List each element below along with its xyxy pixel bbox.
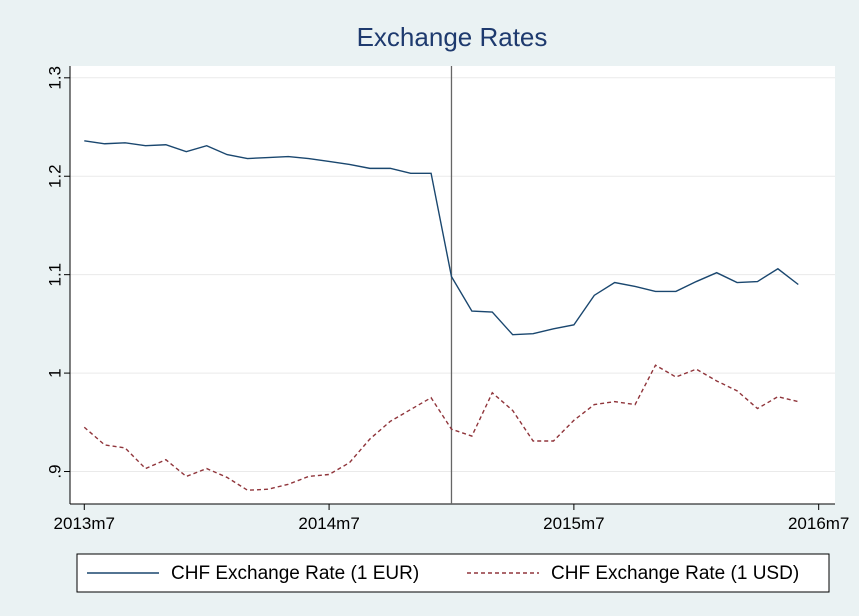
y-tick-label: 1.2 [45, 164, 64, 188]
x-tick-label: 2016m7 [788, 514, 849, 533]
data-line [83, 364, 799, 491]
legend [76, 553, 830, 593]
x-tick-label: 2015m7 [543, 514, 604, 533]
y-tick-label: 1.3 [45, 66, 64, 90]
chart-title: Exchange Rates [357, 22, 548, 52]
y-tick-label: .9 [45, 464, 64, 478]
x-tick-label: 2014m7 [298, 514, 359, 533]
y-tick-label: 1 [45, 368, 64, 377]
data-line [84, 140, 799, 336]
legend-label: CHF Exchange Rate (1 USD) [551, 563, 799, 584]
legend-label: CHF Exchange Rate (1 EUR) [171, 563, 419, 584]
plot-area [70, 66, 835, 504]
y-tick-label: 1.1 [45, 263, 64, 287]
x-tick-label: 2013m7 [54, 514, 115, 533]
